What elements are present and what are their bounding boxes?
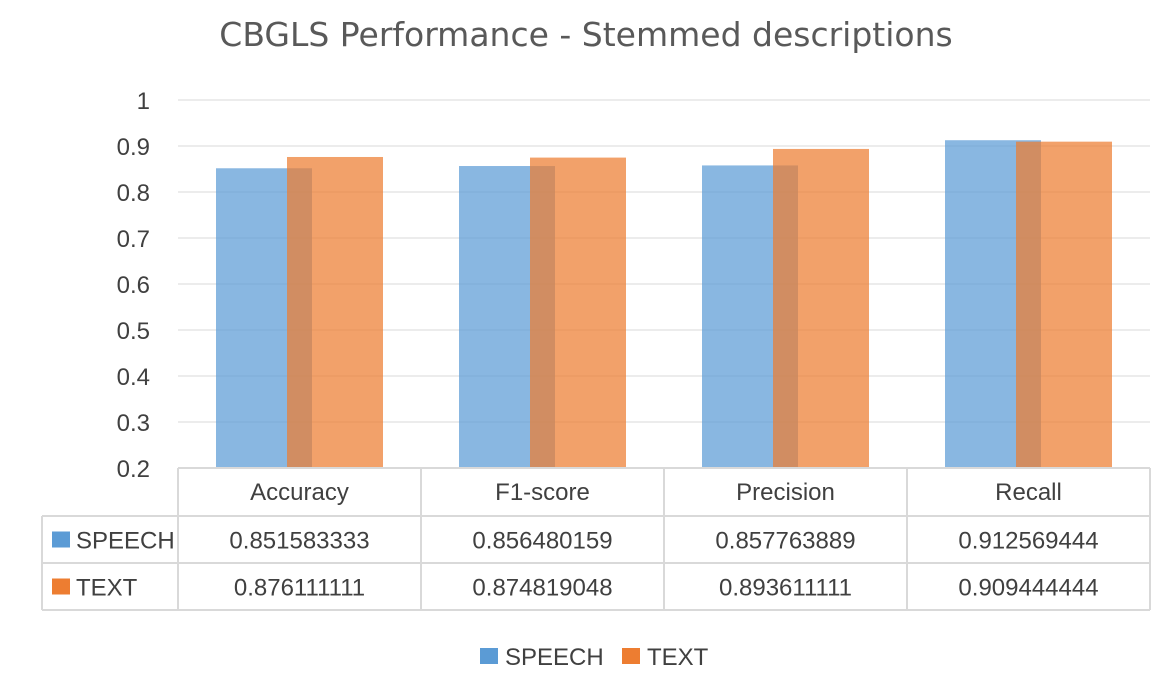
row-key-swatch bbox=[52, 531, 70, 548]
data-label: 0.851583333 bbox=[229, 528, 369, 555]
y-tick-label: 0.7 bbox=[117, 226, 150, 253]
category-label: Accuracy bbox=[250, 479, 349, 506]
bar-text-recall bbox=[1016, 141, 1112, 468]
data-label: 0.874819048 bbox=[472, 575, 612, 602]
bar-text-accuracy bbox=[287, 156, 383, 468]
y-tick-label: 0.9 bbox=[117, 134, 150, 161]
bars bbox=[216, 140, 1112, 469]
data-label: 0.912569444 bbox=[958, 528, 1098, 555]
legend-label: TEXT bbox=[647, 644, 709, 671]
row-key-swatch bbox=[52, 578, 70, 595]
data-label: 0.856480159 bbox=[472, 528, 612, 555]
y-axis-ticks: 1 0.9 0.8 0.7 0.6 0.5 0.4 0.3 0.2 bbox=[117, 88, 150, 483]
chart-title: CBGLS Performance - Stemmed descriptions bbox=[219, 15, 952, 54]
y-tick-label: 0.5 bbox=[117, 318, 150, 345]
y-tick-label: 1 bbox=[137, 88, 150, 115]
bar-text-precision bbox=[773, 148, 869, 468]
data-label: 0.876111111 bbox=[234, 575, 365, 602]
y-tick-label: 0.3 bbox=[117, 410, 150, 437]
y-tick-label: 0.6 bbox=[117, 272, 150, 299]
legend-swatch bbox=[622, 648, 640, 664]
y-tick-label: 0.4 bbox=[117, 364, 150, 391]
data-label: 0.893611111 bbox=[719, 575, 852, 602]
legend-swatch bbox=[480, 648, 498, 664]
data-label: 0.857763889 bbox=[715, 528, 855, 555]
data-table: Accuracy F1-score Precision Recall SPEECH 0.8… bbox=[41, 467, 1151, 611]
row-label: TEXT bbox=[76, 575, 138, 602]
category-label: Precision bbox=[736, 479, 835, 506]
category-label: F1-score bbox=[495, 479, 590, 506]
bar-text-f1-score bbox=[530, 157, 626, 468]
category-label: Recall bbox=[995, 479, 1062, 506]
legend-label: SPEECH bbox=[505, 644, 604, 671]
row-label: SPEECH bbox=[76, 528, 175, 555]
data-label: 0.909444444 bbox=[958, 575, 1098, 602]
y-tick-label: 0.8 bbox=[117, 180, 150, 207]
legend: SPEECH TEXT bbox=[480, 644, 709, 671]
y-tick-label: 0.2 bbox=[117, 456, 150, 483]
